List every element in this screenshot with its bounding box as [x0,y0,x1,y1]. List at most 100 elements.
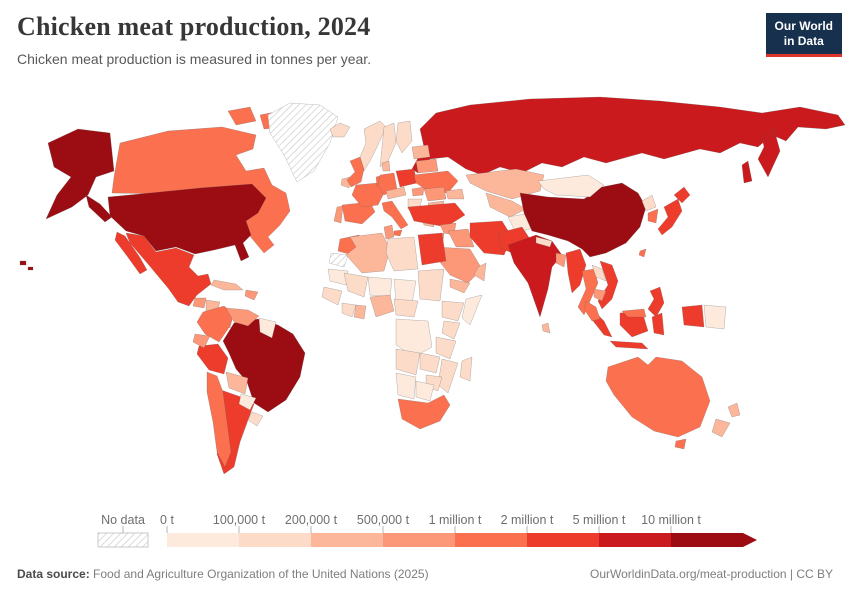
country-madagascar[interactable] [459,356,473,382]
country-italy[interactable] [381,200,409,237]
country-dr-congo[interactable] [395,318,433,358]
country-botswana[interactable] [415,380,435,402]
country-mauritania[interactable] [327,268,349,286]
country-central-asia[interactable] [485,192,527,218]
legend-bin-swatch[interactable] [599,533,671,547]
country-niger[interactable] [367,276,393,298]
country-hispaniola[interactable] [244,289,259,301]
country-indonesia[interactable] [589,304,705,350]
legend-bin-swatch[interactable] [455,533,527,547]
country-central-europe[interactable] [385,186,407,200]
legend-bin-swatch[interactable] [527,533,599,547]
country-turkey[interactable] [407,202,466,228]
country-canada[interactable] [111,106,313,254]
country-algeria[interactable] [345,232,391,274]
country-india[interactable] [507,234,563,318]
country-cameroon-car[interactable] [393,298,419,318]
legend-bin-swatch[interactable] [671,533,743,547]
country-ecuador[interactable] [192,333,211,349]
country-portugal[interactable] [333,205,344,224]
country-cambodia[interactable] [593,288,607,302]
country-western-sahara[interactable] [328,252,349,268]
country-senegal-guinea[interactable] [321,286,343,306]
legend-bin-swatch[interactable] [239,533,311,547]
country-russia[interactable] [411,96,846,184]
country-peru[interactable] [196,343,229,375]
country-ivory-coast[interactable] [341,302,357,318]
country-sudan[interactable] [417,268,445,302]
country-australia[interactable] [605,356,711,450]
country-zambia[interactable] [419,352,441,374]
country-ghana[interactable] [353,304,367,320]
country-south-korea[interactable] [647,208,659,224]
legend-bin-swatch[interactable] [311,533,383,547]
country-laos[interactable] [591,264,607,282]
country-sri-lanka[interactable] [541,322,551,334]
country-namibia[interactable] [395,372,417,400]
country-yemen[interactable] [449,278,471,294]
country-cuba[interactable] [210,279,244,291]
country-north-korea[interactable] [641,194,657,212]
country-poland[interactable] [395,168,418,188]
legend-no-data-swatch[interactable] [97,532,149,548]
country-somalia[interactable] [461,294,483,326]
country-oman[interactable] [473,262,487,282]
country-chile[interactable] [206,371,232,468]
country-guatemala[interactable] [192,297,207,309]
legend-bin-swatch[interactable] [383,533,455,547]
legend-tick-label: 0 t [160,513,174,527]
country-guyana-suriname[interactable] [258,317,277,339]
country-malaysia[interactable] [583,300,647,322]
country-venezuela[interactable] [225,307,260,327]
country-nigeria[interactable] [369,294,395,318]
country-iraq[interactable] [447,228,475,248]
country-colombia[interactable] [196,305,235,343]
country-uruguay[interactable] [247,411,264,427]
country-mexico[interactable] [114,231,212,307]
country-nepal[interactable] [535,236,553,248]
country-caucasus[interactable] [445,188,465,200]
country-papua-new-guinea[interactable] [703,304,727,330]
country-baltics[interactable] [411,144,431,160]
country-denmark[interactable] [381,160,391,172]
country-paraguay[interactable] [238,393,257,411]
owid-logo[interactable]: Our World in Data [765,13,842,57]
legend-bin-swatch[interactable] [167,533,239,547]
legend-tick-label: 500,000 t [357,513,410,527]
legend-tick-label: 10 million t [641,513,701,527]
country-south-africa[interactable] [397,394,451,430]
country-finland[interactable] [395,120,413,154]
country-kenya[interactable] [441,320,461,340]
country-mozambique[interactable] [437,358,459,394]
country-bangladesh[interactable] [555,252,567,268]
country-mongolia[interactable] [537,174,605,198]
country-myanmar[interactable] [565,248,587,294]
country-new-zealand[interactable] [711,402,741,438]
country-united-states[interactable] [19,128,267,271]
country-tanzania[interactable] [435,336,457,360]
country-sweden[interactable] [379,122,397,168]
country-hungary[interactable] [411,186,425,197]
country-brazil[interactable] [222,318,306,413]
country-norway[interactable] [359,120,387,172]
country-greenland[interactable] [267,102,339,183]
country-ethiopia[interactable] [441,300,465,322]
country-angola[interactable] [395,348,421,376]
country-vietnam[interactable] [597,260,619,310]
country-libya[interactable] [385,236,419,272]
country-iceland[interactable] [329,122,351,138]
country-taiwan[interactable] [638,248,647,258]
country-bolivia[interactable] [225,371,249,395]
country-kazakhstan[interactable] [465,168,545,200]
country-tunisia[interactable] [383,224,395,240]
country-egypt[interactable] [417,232,447,266]
legend-tick-label: 2 million t [501,513,554,527]
country-belarus[interactable] [415,158,439,174]
country-mali[interactable] [343,272,369,298]
map-legend: No data 0 t 100,000 t 200,000 t 500,000 t 1 m… [97,513,757,548]
country-romania[interactable] [423,186,447,202]
country-uk[interactable] [346,156,365,188]
country-japan[interactable] [657,186,691,236]
footer-link[interactable]: OurWorldinData.org/meat-production | CC … [590,567,833,581]
country-philippines[interactable] [647,286,665,318]
